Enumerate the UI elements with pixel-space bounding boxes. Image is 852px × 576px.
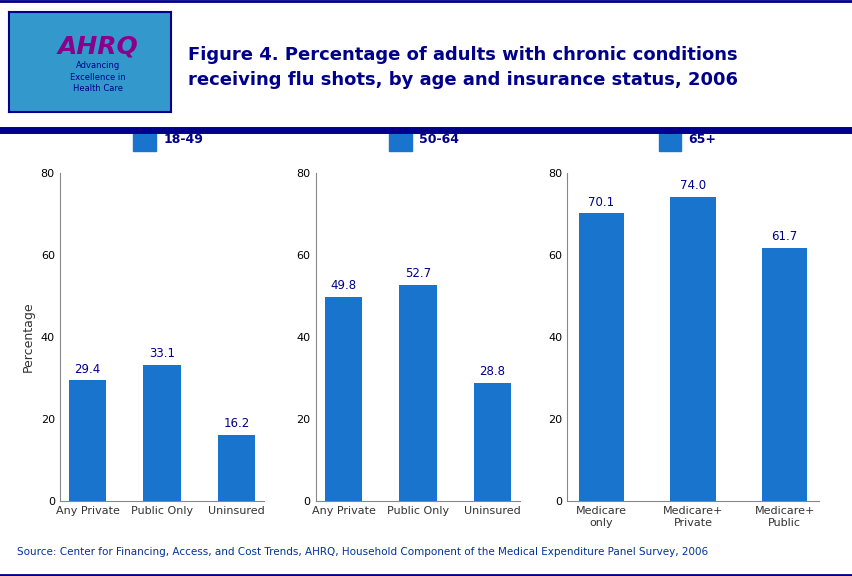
Text: 65+: 65+ — [688, 133, 716, 146]
Bar — [399, 285, 436, 501]
Text: 49.8: 49.8 — [330, 279, 356, 292]
Text: 28.8: 28.8 — [479, 365, 505, 378]
Text: 61.7: 61.7 — [770, 230, 797, 243]
Text: 70.1: 70.1 — [588, 195, 614, 209]
Text: Source: Center for Financing, Access, and Cost Trends, AHRQ, Household Component: Source: Center for Financing, Access, an… — [17, 547, 707, 556]
Text: AHRQ: AHRQ — [57, 35, 138, 59]
Bar — [473, 383, 510, 501]
Bar — [217, 435, 255, 501]
Bar — [670, 198, 715, 501]
Bar — [133, 128, 156, 151]
Bar — [325, 297, 362, 501]
Text: 18-49: 18-49 — [163, 133, 203, 146]
Bar — [578, 214, 624, 501]
Text: Figure 4. Percentage of adults with chronic conditions
receiving flu shots, by a: Figure 4. Percentage of adults with chro… — [187, 46, 737, 89]
Text: 16.2: 16.2 — [223, 416, 250, 430]
Text: 52.7: 52.7 — [405, 267, 430, 280]
Text: 33.1: 33.1 — [149, 347, 175, 361]
Text: Advancing
Excellence in
Health Care: Advancing Excellence in Health Care — [70, 62, 125, 93]
Text: 50-64: 50-64 — [418, 133, 458, 146]
Bar — [761, 248, 807, 501]
Bar — [389, 128, 412, 151]
Bar — [658, 128, 681, 151]
Bar — [69, 381, 106, 501]
Text: 29.4: 29.4 — [74, 362, 101, 376]
Bar — [143, 365, 181, 501]
Y-axis label: Percentage: Percentage — [22, 302, 35, 372]
Text: 74.0: 74.0 — [679, 180, 705, 192]
